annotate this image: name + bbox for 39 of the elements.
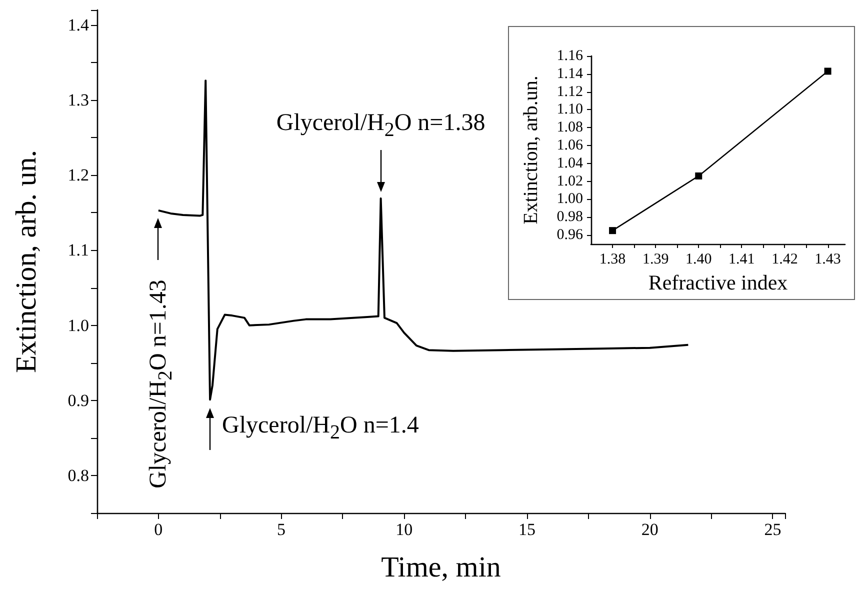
x-tick-label: 0: [154, 520, 163, 539]
x-tick-label: 1.40: [686, 252, 712, 268]
y-tick-label: 1.14: [556, 66, 584, 82]
y-axis-title: Extinction, arb.un.: [520, 76, 542, 224]
y-tick-label: 1.1: [68, 240, 89, 260]
x-tick-label: 1.41: [728, 252, 755, 268]
x-axis-title: Time, min: [381, 552, 502, 584]
y-tick-label: 1.12: [556, 84, 583, 100]
y-tick-label: 1.10: [556, 102, 583, 118]
x-tick-label: 5: [277, 520, 286, 539]
x-tick-label: 25: [764, 520, 782, 539]
y-tick-label: 0.98: [556, 209, 583, 226]
y-tick-label: 1.16: [556, 48, 584, 64]
y-axis-title: Extinction, arb. un.: [10, 150, 42, 374]
x-tick-label: 1.38: [599, 252, 626, 268]
y-tick-label: 1.06: [556, 138, 584, 154]
y-tick-label: 1.0: [68, 316, 89, 335]
y-tick-label: 1.04: [556, 155, 584, 172]
annotation: Glycerol/H$_{2}$O n=1.38: [276, 110, 486, 144]
y-tick-label: 1.02: [556, 173, 583, 190]
x-axis-title: Refractive index: [648, 270, 788, 294]
point: [695, 172, 702, 180]
x-tick-label: 10: [396, 520, 413, 539]
y-tick-label: 0.9: [68, 390, 89, 410]
x-tick-label: 15: [518, 520, 536, 539]
x-tick-label: 1.43: [814, 252, 841, 268]
y-tick-label: 1.4: [68, 16, 90, 35]
x-tick-label: 1.42: [772, 252, 798, 268]
y-tick-label: 0.96: [556, 227, 584, 244]
y-tick-label: 1.2: [68, 166, 89, 185]
x-tick-label: 1.39: [642, 252, 669, 268]
x-tick-label: 20: [641, 520, 658, 539]
annotation: Glycerol/H$_{2}$O n=1.4: [222, 411, 419, 446]
y-tick-label: 1.08: [556, 120, 583, 136]
y-tick-label: 1.3: [68, 90, 89, 110]
y-tick-label: 1.00: [556, 191, 583, 208]
y-tick-label: 0.8: [68, 466, 89, 485]
point: [824, 68, 832, 75]
point: [609, 227, 616, 234]
